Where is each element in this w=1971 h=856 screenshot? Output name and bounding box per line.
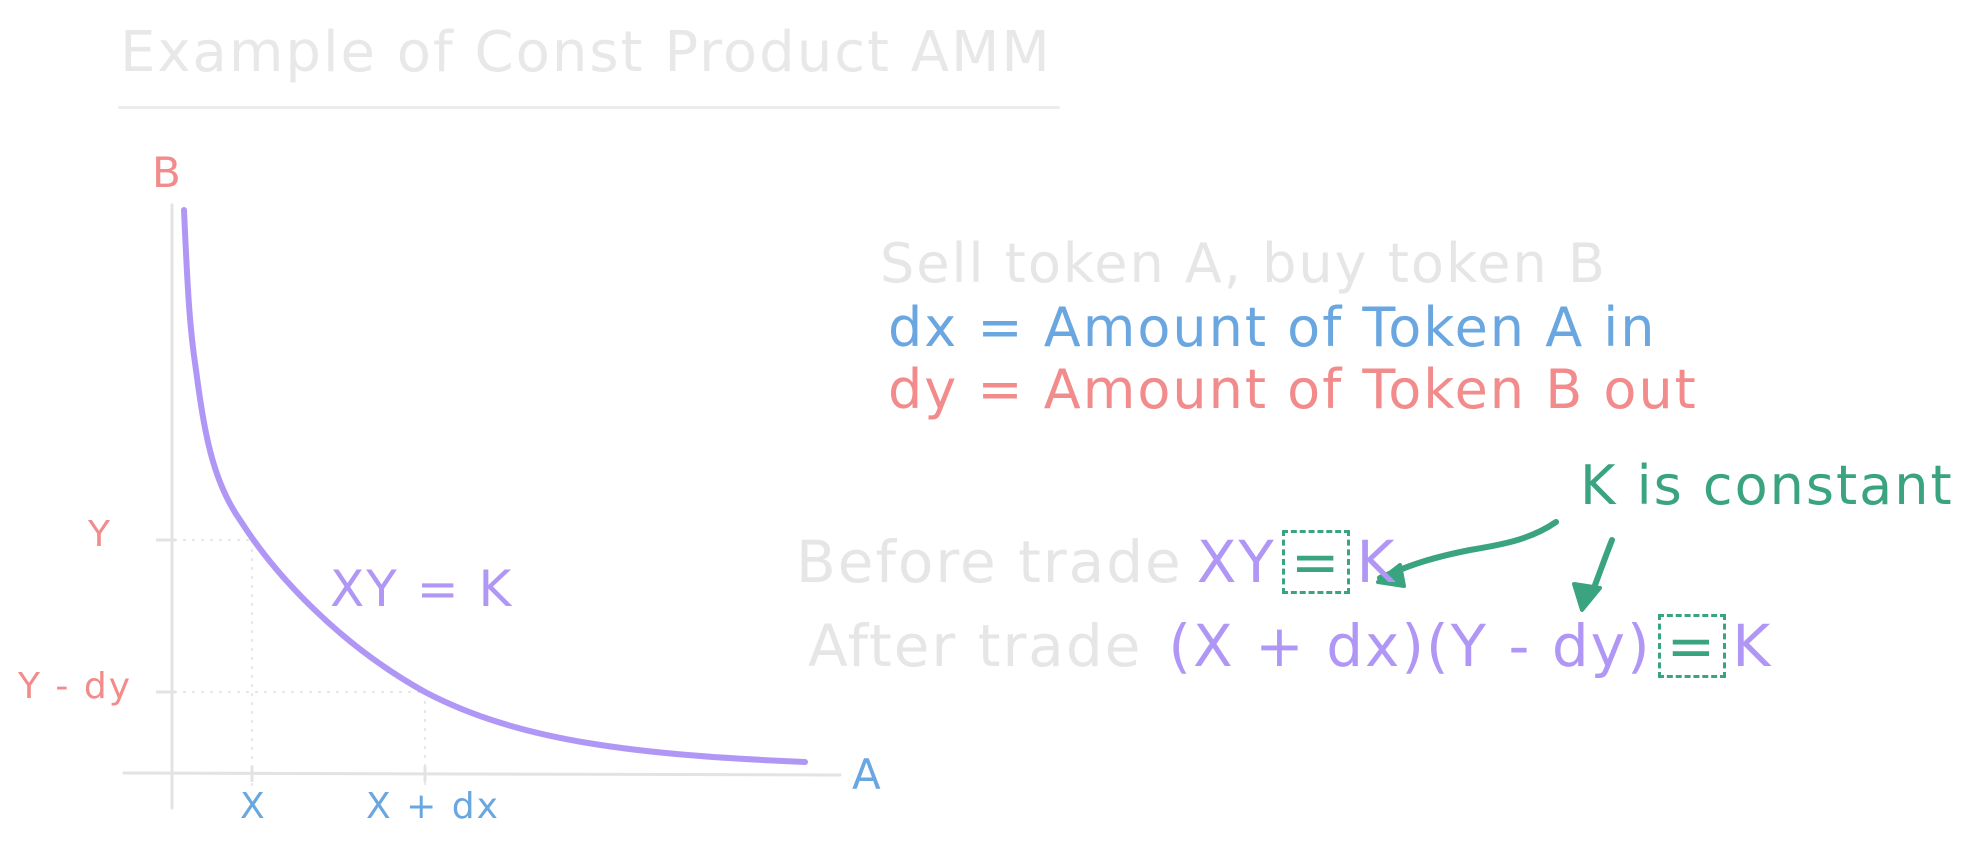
arrow-to-before bbox=[1377, 519, 1559, 581]
before-trade-row: Before trade XY = K bbox=[796, 528, 1397, 596]
after-equals-box: = bbox=[1657, 614, 1727, 678]
before-equals-box: = bbox=[1281, 530, 1351, 594]
y-tick-label: Y bbox=[88, 514, 112, 555]
title-underline bbox=[118, 106, 1060, 109]
xy-k-curve bbox=[181, 207, 808, 765]
after-lhs: (X + dx)(Y - dy) bbox=[1168, 612, 1652, 680]
y-dy-tick-label: Y - dy bbox=[18, 666, 133, 707]
arrow-to-after-head bbox=[1572, 582, 1602, 612]
y-axis-label: B bbox=[152, 148, 183, 197]
before-rhs: K bbox=[1356, 528, 1397, 596]
k-constant-note: K is constant bbox=[1580, 454, 1954, 517]
after-trade-label: After trade bbox=[808, 612, 1143, 680]
dy-definition: dy = Amount of Token B out bbox=[888, 358, 1698, 421]
arrow-to-before-head bbox=[1376, 563, 1406, 588]
curve-label: XY = K bbox=[330, 560, 514, 618]
trade-heading: Sell token A, buy token B bbox=[880, 232, 1607, 295]
after-trade-row: After trade (X + dx)(Y - dy) = K bbox=[808, 612, 1772, 680]
x-axis bbox=[122, 771, 842, 777]
x-tick-label: X bbox=[240, 786, 267, 827]
after-rhs: K bbox=[1732, 612, 1773, 680]
before-trade-label: Before trade bbox=[796, 528, 1183, 596]
dx-definition: dx = Amount of Token A in bbox=[888, 296, 1657, 359]
page-title: Example of Const Product AMM bbox=[120, 20, 1052, 85]
x-axis-label: A bbox=[852, 750, 883, 799]
x-dx-tick-label: X + dx bbox=[366, 786, 500, 827]
before-lhs: XY bbox=[1196, 528, 1276, 596]
